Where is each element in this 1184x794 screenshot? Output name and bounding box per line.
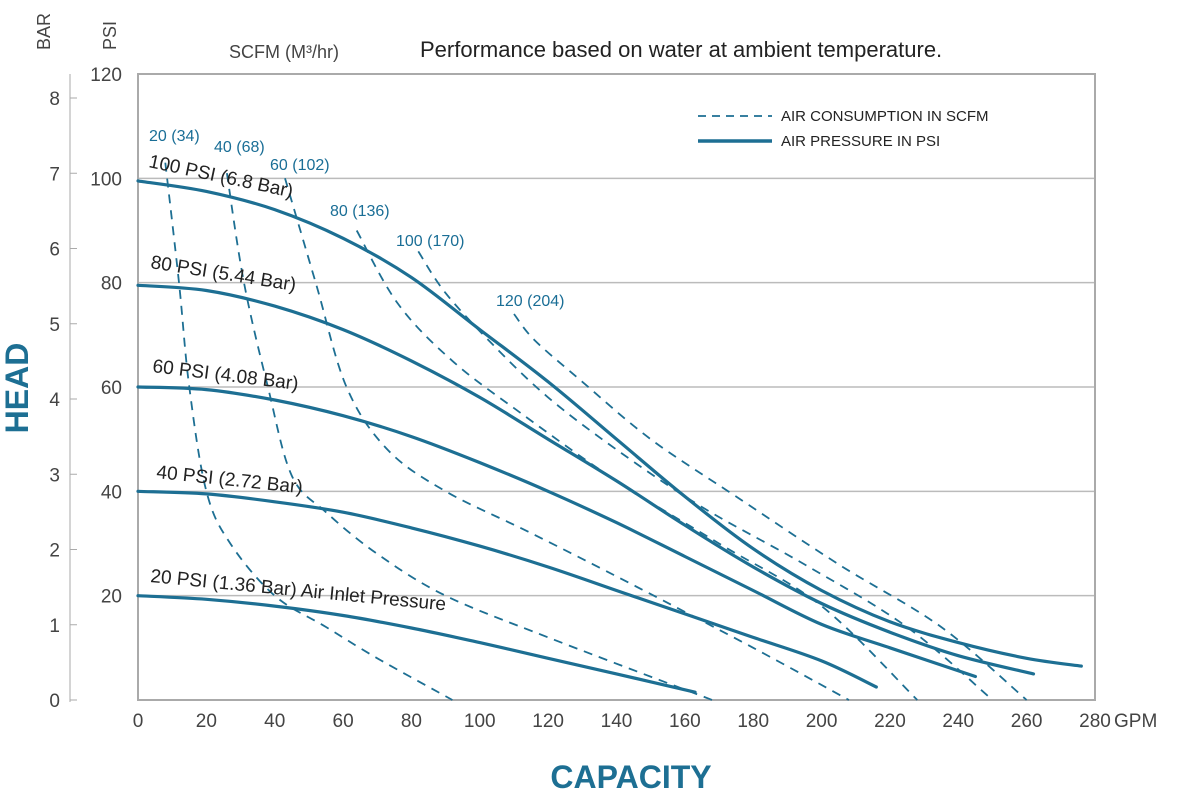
bar-tick-label: 5 <box>49 315 60 336</box>
bar-tick-label: 4 <box>49 390 60 411</box>
consumption-curve-3 <box>355 230 918 701</box>
psi-tick-label: 80 <box>101 274 122 295</box>
pressure-curve-1 <box>136 283 1036 676</box>
consumption-curve-0 <box>164 162 453 701</box>
psi-tick-label: 100 <box>90 169 122 190</box>
curve-labels: 100 PSI (6.8 Bar)80 PSI (5.44 Bar)60 PSI… <box>147 128 565 615</box>
chart-title: Performance based on water at ambient te… <box>420 37 942 62</box>
x-axis-ticks: 0 20 40 60 80 100 120 140 160 180 200 220 240 260 280 <box>133 711 1111 732</box>
x-tick-label: 120 <box>532 711 564 732</box>
bar-tick-label: 3 <box>49 465 60 486</box>
pressure-curve-label: 80 PSI (5.44 Bar) <box>149 252 297 296</box>
x-tick-label: 160 <box>669 711 701 732</box>
psi-tick-label: 40 <box>101 482 122 503</box>
consumption-curve-label: 60 (102) <box>270 157 330 174</box>
legend-label-pressure: AIR PRESSURE IN PSI <box>781 133 940 150</box>
x-unit-label: GPM <box>1114 711 1157 732</box>
x-tick-label: 140 <box>601 711 633 732</box>
y-axis-title: HEAD <box>0 343 35 434</box>
consumption-curve-label: 120 (204) <box>496 293 565 310</box>
x-axis-title: CAPACITY <box>550 759 711 794</box>
consumption-curve-label: 40 (68) <box>214 139 265 156</box>
scfm-header: SCFM (M³/hr) <box>229 42 339 62</box>
consumption-curve-2 <box>284 178 850 701</box>
bar-tick-label: 6 <box>49 240 60 261</box>
air-consumption-curves <box>164 162 1028 701</box>
legend: AIR CONSUMPTION IN SCFM AIR PRESSURE IN … <box>698 108 989 150</box>
x-tick-label: 60 <box>333 711 354 732</box>
x-tick-label: 0 <box>133 711 144 732</box>
x-tick-label: 200 <box>806 711 838 732</box>
legend-label-consumption: AIR CONSUMPTION IN SCFM <box>781 108 989 125</box>
consumption-curve-label: 80 (136) <box>330 203 390 220</box>
x-tick-label: 240 <box>942 711 974 732</box>
pressure-curve-2 <box>136 385 977 679</box>
consumption-curve-label: 20 (34) <box>149 128 200 145</box>
pressure-curve-0 <box>136 179 1083 668</box>
bar-tick-label: 7 <box>49 164 60 185</box>
bar-tick-label: 1 <box>49 616 60 637</box>
gridlines <box>138 177 1095 597</box>
bar-tick-label: 2 <box>49 541 60 562</box>
x-tick-label: 100 <box>464 711 496 732</box>
pressure-curve-3 <box>136 489 878 689</box>
bar-unit-label: BAR <box>34 13 54 50</box>
pressure-curve-4 <box>136 594 697 694</box>
consumption-curve-label: 100 (170) <box>396 233 465 250</box>
x-tick-label: 220 <box>874 711 906 732</box>
x-tick-label: 280 <box>1079 711 1111 732</box>
psi-tick-label: 20 <box>101 587 122 608</box>
x-tick-label: 40 <box>264 711 285 732</box>
x-tick-label: 20 <box>196 711 217 732</box>
bar-tick-label: 0 <box>49 691 60 712</box>
bar-axis-ticks: 0 1 2 3 4 5 6 7 8 <box>49 89 77 712</box>
consumption-curve-1 <box>226 172 713 701</box>
consumption-curve-5 <box>513 313 1028 701</box>
bar-tick-label: 8 <box>49 89 60 110</box>
psi-tick-label: 120 <box>90 65 122 86</box>
psi-unit-label: PSI <box>100 21 120 50</box>
psi-axis-ticks: 20 40 60 80 100 120 <box>90 65 122 608</box>
x-tick-label: 260 <box>1011 711 1043 732</box>
air-pressure-curves <box>136 179 1083 694</box>
consumption-curve-4 <box>417 250 994 701</box>
psi-tick-label: 60 <box>101 378 122 399</box>
x-tick-label: 80 <box>401 711 422 732</box>
x-tick-label: 180 <box>737 711 769 732</box>
